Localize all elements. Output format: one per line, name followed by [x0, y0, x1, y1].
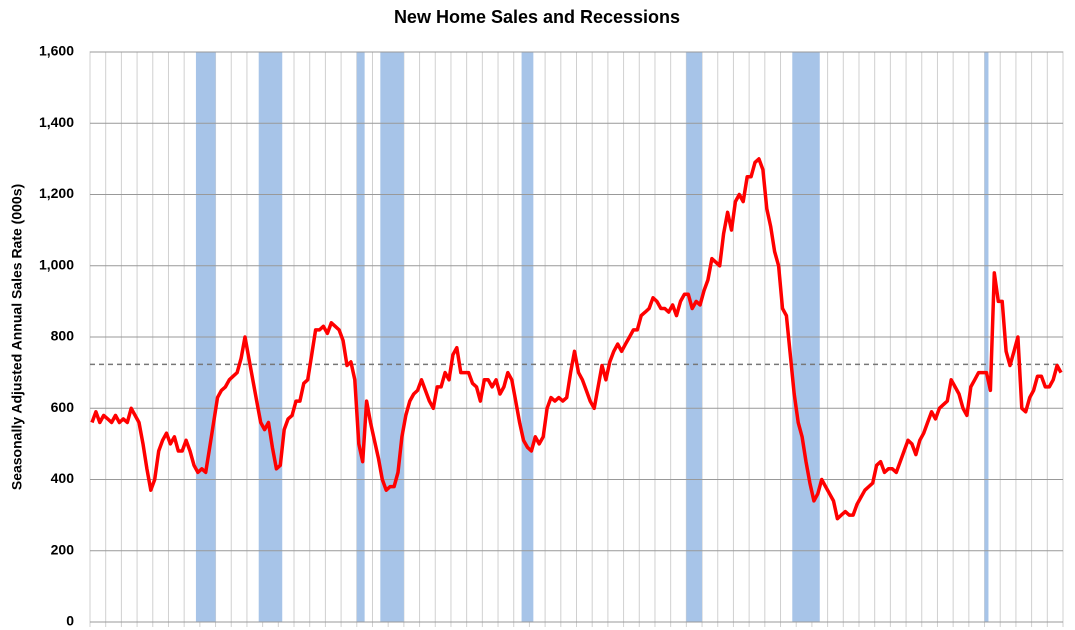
- y-tick-label: 1,400: [39, 114, 74, 130]
- y-tick-label: 1,600: [39, 43, 74, 59]
- y-tick-label: 200: [51, 541, 75, 557]
- y-tick-label: 800: [51, 328, 75, 344]
- chart-title: New Home Sales and Recessions: [394, 7, 680, 27]
- sales-line: [90, 157, 1063, 521]
- y-tick-label: 400: [51, 470, 75, 486]
- y-tick-label: 1,000: [39, 256, 74, 272]
- y-tick-label: 1,200: [39, 185, 74, 201]
- y-tick-label: 600: [51, 399, 75, 415]
- y-axis-label: Seasonally Adjusted Annual Sales Rate (0…: [9, 184, 25, 490]
- y-tick-label: 0: [66, 613, 74, 629]
